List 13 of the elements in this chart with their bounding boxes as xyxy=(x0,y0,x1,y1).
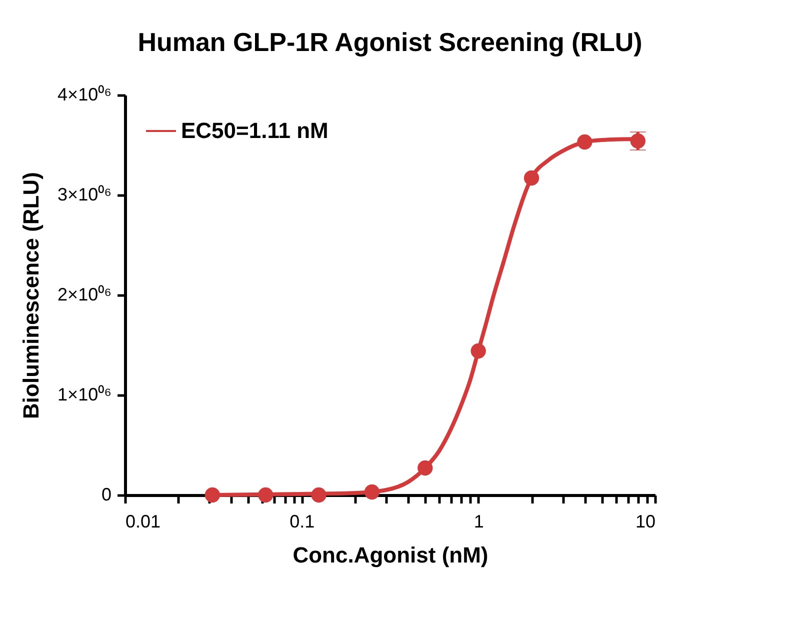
y-tick-label: 2×10⁰⁶ xyxy=(58,284,112,304)
x-tick-label: 0.1 xyxy=(290,512,315,532)
legend-label: EC50=1.11 nM xyxy=(181,118,328,143)
y-tick-label: 4×10⁰⁶ xyxy=(58,84,112,104)
x-axis-title: Conc.Agonist (nM) xyxy=(292,542,488,568)
y-tick-label: 1×10⁰⁶ xyxy=(58,384,112,404)
x-tick-label: 1 xyxy=(474,512,484,532)
x-tick-label: 10 xyxy=(635,512,656,532)
chart-title: Human GLP-1R Agonist Screening (RLU) xyxy=(138,27,642,57)
y-tick-label: 0 xyxy=(101,484,112,504)
y-axis-title: Bioluminescence (RLU) xyxy=(18,172,44,419)
x-tick-label: 0.01 xyxy=(126,512,161,532)
y-tick-label: 3×10⁰⁶ xyxy=(58,184,112,204)
